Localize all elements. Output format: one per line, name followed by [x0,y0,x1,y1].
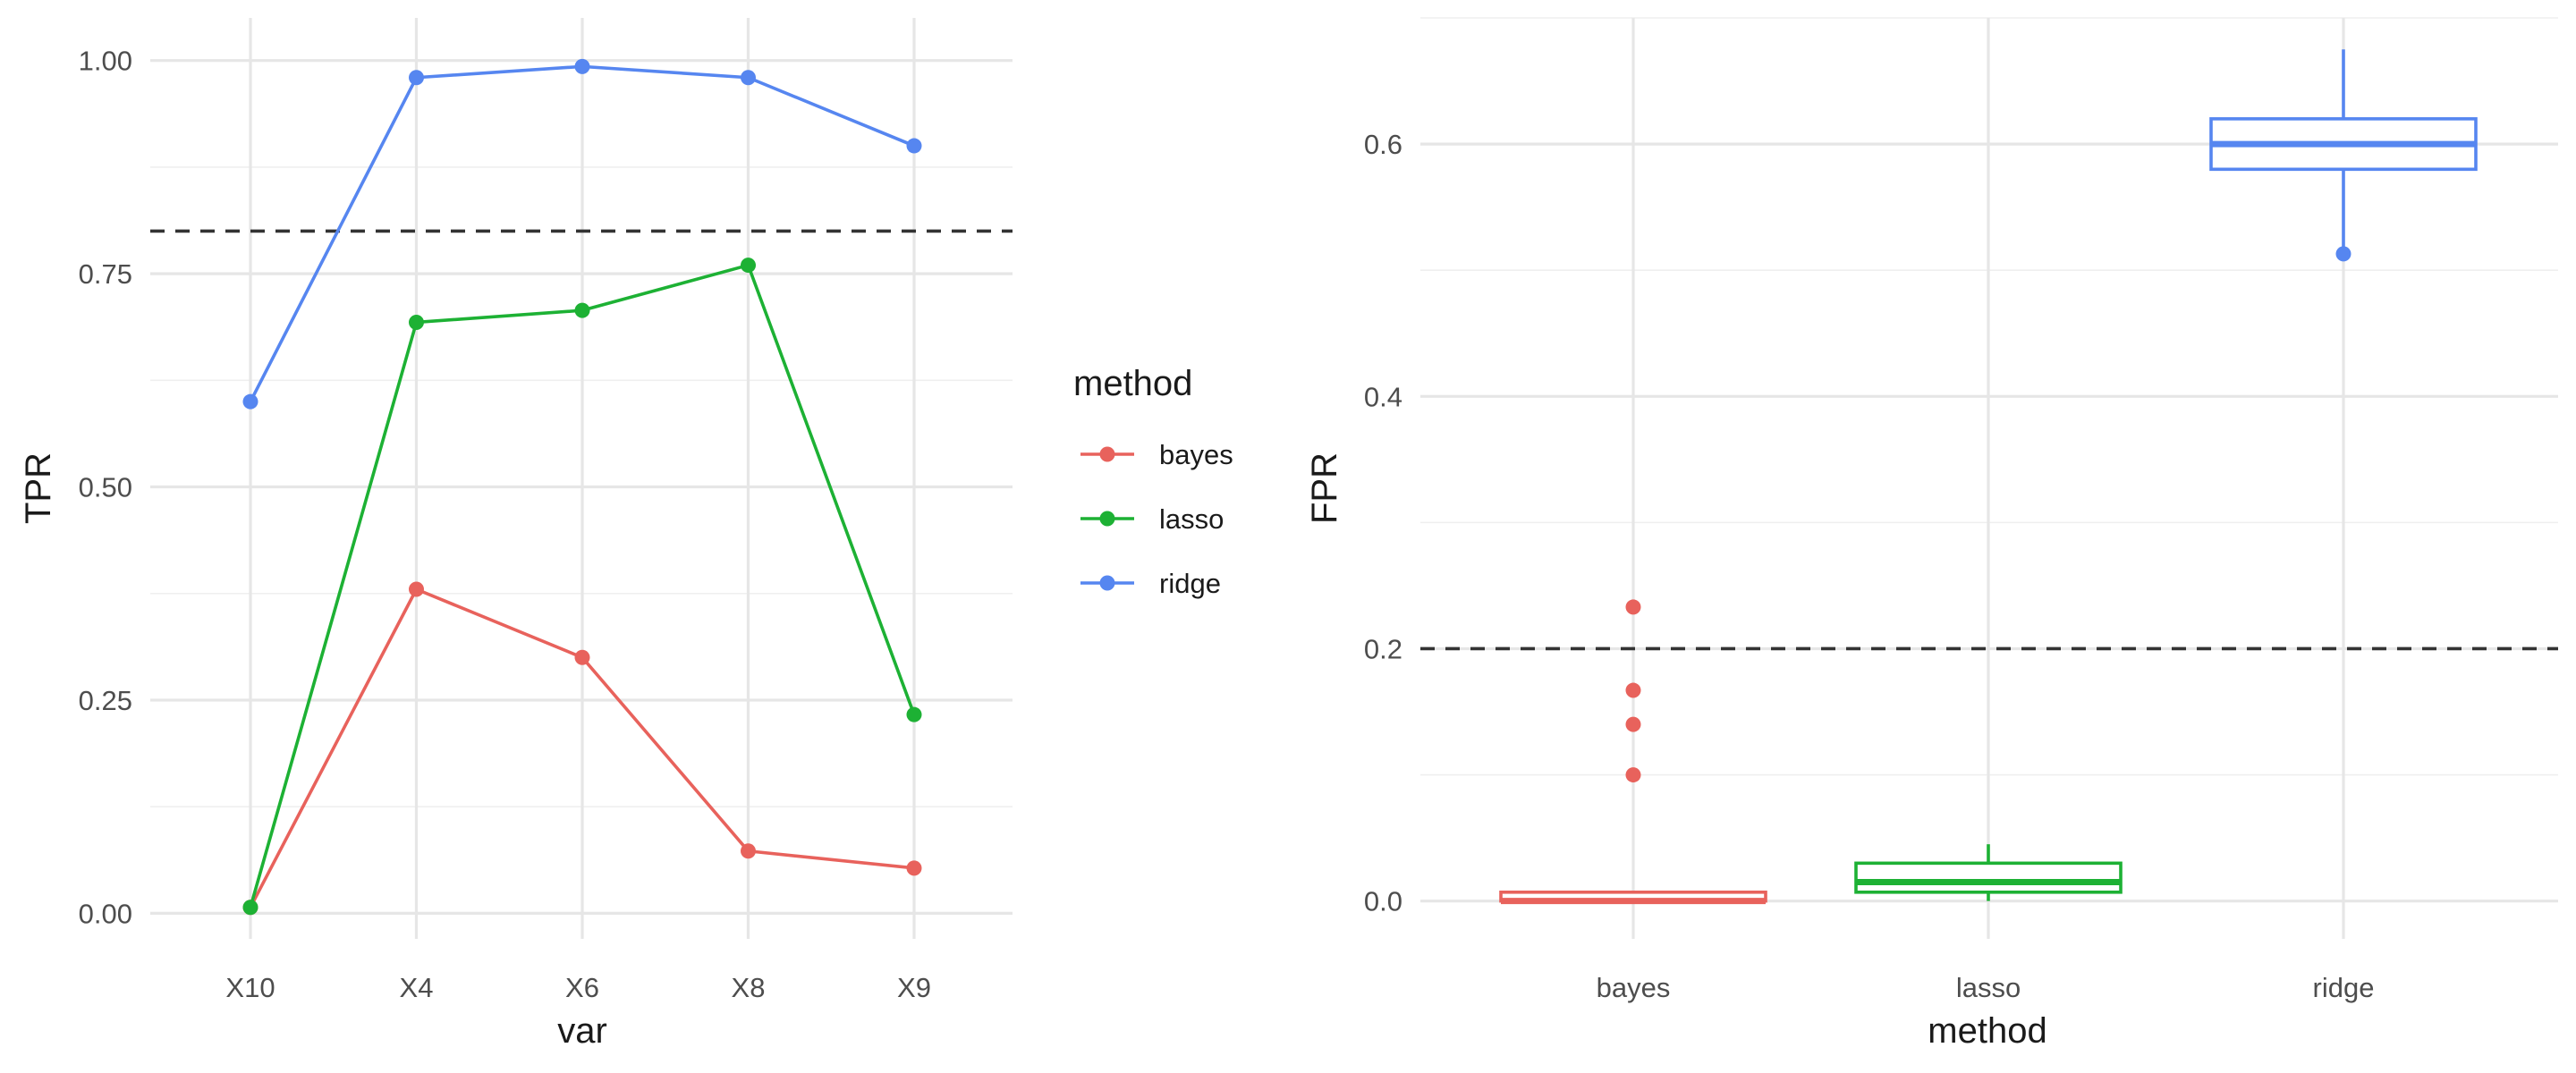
fpr-y-tick-label: 0.6 [1364,129,1402,160]
outlier-point [2335,246,2351,262]
tpr-y-tick-label: 0.00 [79,898,132,929]
data-point-lasso [409,314,424,330]
tpr-y-axis-title: TPR [19,452,58,524]
fpr-y-tick-label: 0.2 [1364,633,1402,664]
legend-label: bayes [1159,439,1233,470]
data-point-ridge [574,58,590,74]
tpr-x-tick-label: X4 [400,972,434,1003]
data-point-ridge [242,393,258,410]
legend-item-lasso: lasso [1080,503,1224,535]
box-lasso [1854,844,2123,901]
fpr-y-tick-label: 0.0 [1364,886,1402,917]
series-lasso [242,258,922,916]
box-body [1854,861,2123,894]
tpr-x-tick-label: X8 [732,972,766,1003]
fpr-x-tick-label: lasso [1956,972,2021,1003]
tpr-gridlines [150,18,1013,939]
box-bayes [1499,599,1767,905]
data-point-lasso [741,258,756,274]
tpr-y-tick-labels: 0.00 0.25 0.50 0.75 1.00 [79,46,132,930]
fpr-boxes [1499,49,2478,905]
data-point-lasso [574,302,590,318]
legend-title: method [1073,364,1192,403]
legend-item-ridge: ridge [1080,568,1221,599]
box-ridge [2209,49,2478,262]
legend-key-point [1099,446,1115,462]
data-point-bayes [741,843,756,859]
tpr-x-tick-label: X9 [897,972,931,1003]
legend-item-bayes: bayes [1080,439,1233,470]
outlier-point [1625,716,1641,732]
tpr-y-tick-label: 1.00 [79,46,132,77]
tpr-y-tick-label: 0.50 [79,472,132,503]
tpr-x-tick-label: X6 [565,972,599,1003]
legend-label: lasso [1159,503,1224,535]
legend-label: ridge [1159,568,1221,599]
legend-key-point [1099,511,1115,527]
tpr-x-tick-labels: X10 X4 X6 X8 X9 [225,972,931,1003]
outlier-point [1625,767,1641,783]
tpr-x-axis-title: var [557,1011,607,1051]
tpr-series [242,58,922,916]
data-point-ridge [409,70,424,86]
data-point-ridge [741,70,756,86]
outlier-point [1625,682,1641,698]
outlier-point [1625,599,1641,615]
data-point-bayes [409,581,424,597]
data-point-lasso [242,900,258,916]
legend-key-point [1099,575,1115,591]
tpr-line-chart: X10 X4 X6 X8 X9 0.00 0.25 0.50 0.75 1.00 var TPR [19,18,1013,1051]
tpr-y-tick-label: 0.25 [79,685,132,716]
tpr-x-tick-label: X10 [225,972,275,1003]
fpr-x-tick-labels: bayes lasso ridge [1597,972,2375,1003]
tpr-y-tick-label: 0.75 [79,258,132,290]
data-point-lasso [906,706,922,722]
legend: method bayes lasso ridge [1073,364,1233,599]
fpr-x-tick-label: bayes [1597,972,1671,1003]
legend-items: bayes lasso ridge [1080,439,1233,599]
fpr-x-tick-label: ridge [2313,972,2375,1003]
fpr-x-axis-title: method [1928,1011,2046,1051]
data-point-bayes [574,649,590,665]
data-point-bayes [906,860,922,876]
data-point-ridge [906,138,922,154]
fpr-y-tick-label: 0.4 [1364,381,1402,412]
fpr-y-axis-title: FPR [1305,452,1344,524]
fpr-box-plot: bayes lasso ridge 0.0 0.2 0.4 0.6 method FPR [1305,17,2558,1051]
series-ridge [242,58,922,410]
fpr-y-tick-labels: 0.0 0.2 0.4 0.6 [1364,129,1402,917]
